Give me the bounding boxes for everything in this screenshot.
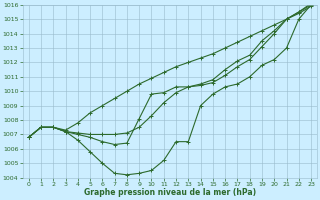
X-axis label: Graphe pression niveau de la mer (hPa): Graphe pression niveau de la mer (hPa): [84, 188, 256, 197]
